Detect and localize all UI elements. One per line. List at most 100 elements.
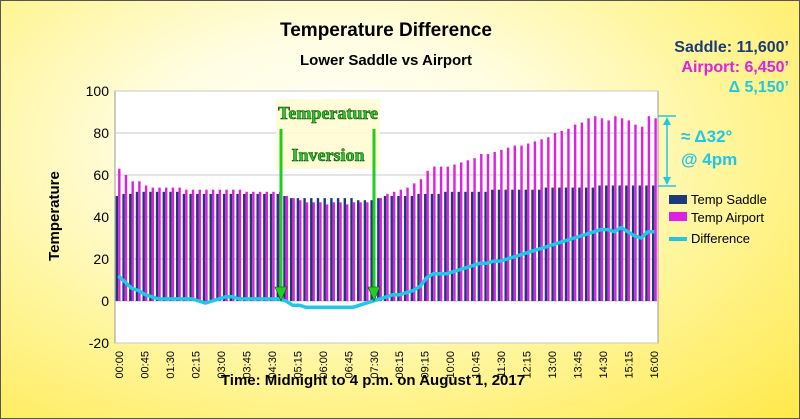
bar-airport — [252, 191, 255, 301]
bar-airport — [205, 189, 208, 301]
y-tick-label: 40 — [93, 209, 109, 225]
bar-airport — [118, 168, 121, 301]
bar-saddle — [403, 196, 407, 301]
bar-airport — [299, 200, 302, 301]
bar-airport — [647, 116, 651, 301]
bar-airport — [366, 202, 369, 301]
bar-saddle — [370, 200, 373, 301]
inversion-box — [276, 99, 380, 169]
bar-airport — [527, 143, 530, 301]
bar-airport — [319, 202, 322, 301]
bar-airport — [305, 202, 309, 301]
difference-arrowhead-down — [663, 177, 671, 185]
bar-airport — [238, 189, 242, 301]
bar-saddle — [222, 193, 226, 301]
bar-airport — [560, 130, 563, 301]
bar-airport — [285, 196, 289, 301]
bar-airport — [198, 189, 201, 301]
bar-airport — [580, 122, 584, 301]
bar-airport — [346, 204, 349, 301]
bar-airport — [607, 120, 610, 302]
bar-airport — [325, 204, 329, 301]
bar-saddle — [263, 193, 266, 301]
bar-saddle — [142, 191, 145, 301]
bar-airport — [151, 187, 155, 301]
bar-saddle — [484, 191, 487, 301]
bar-airport — [265, 191, 268, 301]
bar-airport — [540, 139, 543, 301]
bar-airport — [439, 166, 443, 301]
x-tick-label: 06:00 — [318, 351, 330, 379]
chart-subtitle: Lower Saddle vs Airport — [300, 52, 472, 69]
x-tick-label: 02:15 — [190, 351, 202, 379]
bar-saddle — [377, 198, 380, 301]
bar-airport — [480, 154, 483, 301]
bar-saddle — [182, 193, 186, 301]
bar-airport — [466, 160, 470, 301]
bar-airport — [138, 181, 141, 301]
bar-airport — [191, 189, 195, 301]
bar-airport — [352, 202, 356, 301]
bar-airport — [185, 189, 188, 301]
bar-airport — [386, 193, 389, 301]
bar-airport — [614, 116, 617, 301]
bar-airport — [486, 154, 490, 301]
difference-annotation: ≈ Δ32° @ 4pm — [658, 115, 737, 187]
bar-airport — [654, 118, 657, 301]
bar-airport — [520, 145, 523, 301]
bar-saddle — [598, 185, 601, 301]
bar-saddle — [115, 196, 119, 301]
bar-saddle — [631, 185, 635, 301]
bar-saddle — [216, 193, 219, 301]
legend-label-saddle: Temp Saddle — [691, 192, 767, 207]
bar-saddle — [209, 193, 212, 301]
x-tick-label: 03:45 — [241, 351, 253, 379]
bar-saddle — [316, 198, 320, 301]
y-tick-labels: -20 0 20 40 60 80 100 — [86, 83, 110, 351]
bar-saddle — [330, 198, 333, 301]
bar-saddle — [544, 187, 548, 301]
bar-airport — [165, 187, 168, 301]
bar-saddle — [424, 193, 427, 301]
bar-saddle — [591, 187, 595, 301]
bar-airport — [567, 128, 570, 301]
bar-airport — [573, 124, 577, 301]
bar-saddle — [289, 198, 293, 301]
bar-airport — [124, 175, 128, 301]
bar-airport — [245, 191, 248, 301]
bar-airport — [218, 189, 222, 301]
airport-elevation: Airport: 6,450’ — [681, 59, 789, 76]
bar-airport — [379, 198, 382, 301]
bar-saddle — [524, 189, 528, 301]
inversion-arrowhead-right — [367, 286, 381, 302]
x-tick-label: 07:30 — [369, 351, 381, 379]
bar-airport — [211, 189, 215, 301]
bar-airport — [493, 151, 496, 301]
difference-arrowhead-up — [663, 117, 671, 125]
bar-airport — [600, 118, 604, 301]
inversion-text-line1: Temperature — [278, 103, 378, 123]
y-axis-label: Temperature — [46, 171, 63, 261]
bar-saddle — [176, 191, 179, 301]
bar-saddle — [276, 193, 279, 301]
bar-airport — [419, 179, 423, 301]
x-tick-label: 13:00 — [547, 351, 559, 379]
bar-saddle — [457, 191, 460, 301]
x-tick-label: 16:00 — [649, 351, 661, 379]
y-tick-label: -20 — [89, 335, 109, 351]
bar-saddle — [303, 198, 306, 301]
bar-saddle — [202, 193, 206, 301]
bar-saddle — [162, 191, 166, 301]
x-tick-label: 12:15 — [522, 351, 534, 379]
bar-airport — [446, 166, 449, 301]
bar-airport — [332, 202, 336, 301]
bar-saddle — [336, 198, 340, 301]
bar-airport — [258, 191, 262, 301]
bars-group — [115, 116, 657, 302]
x-tick-label: 10:00 — [445, 351, 457, 379]
x-tick-label: 08:15 — [394, 351, 406, 379]
bar-saddle — [497, 189, 501, 301]
x-tick-label: 14:30 — [598, 351, 610, 379]
bar-saddle — [477, 191, 481, 301]
